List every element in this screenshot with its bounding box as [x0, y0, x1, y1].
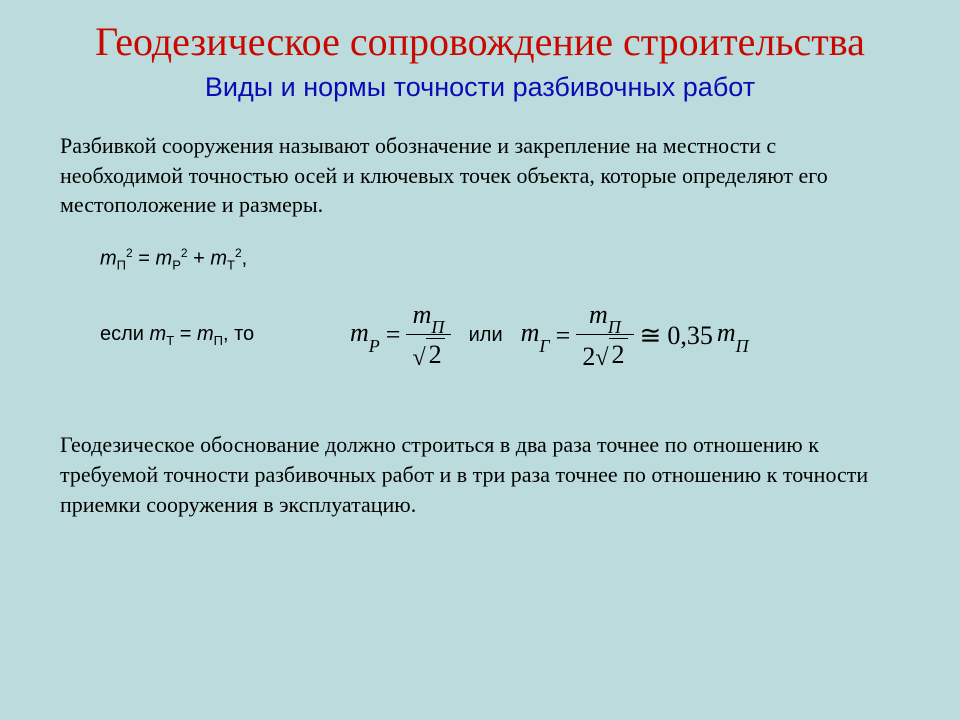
slide-title: Геодезическое сопровождение строительств… — [60, 18, 900, 66]
connector-or: или — [469, 324, 503, 347]
paragraph-1: Разбивкой сооружения называют обозначени… — [60, 131, 900, 220]
paragraph-2: Геодезическое обоснование должно строить… — [60, 430, 900, 519]
slide: Геодезическое сопровождение строительств… — [0, 0, 960, 720]
formula-a: mP = mП √2 — [350, 301, 451, 370]
equation-1: mП2 = mР2 + mT2, — [100, 246, 900, 273]
condition-text: если mT = mП, то — [100, 323, 350, 348]
formula-b: mГ = mП 2 √2 ≅ 0,35 mП — [521, 301, 749, 371]
equation-row: если mT = mП, то mP = mП √2 или mГ = mП … — [60, 301, 900, 371]
slide-subtitle: Виды и нормы точности разбивочных работ — [60, 72, 900, 103]
